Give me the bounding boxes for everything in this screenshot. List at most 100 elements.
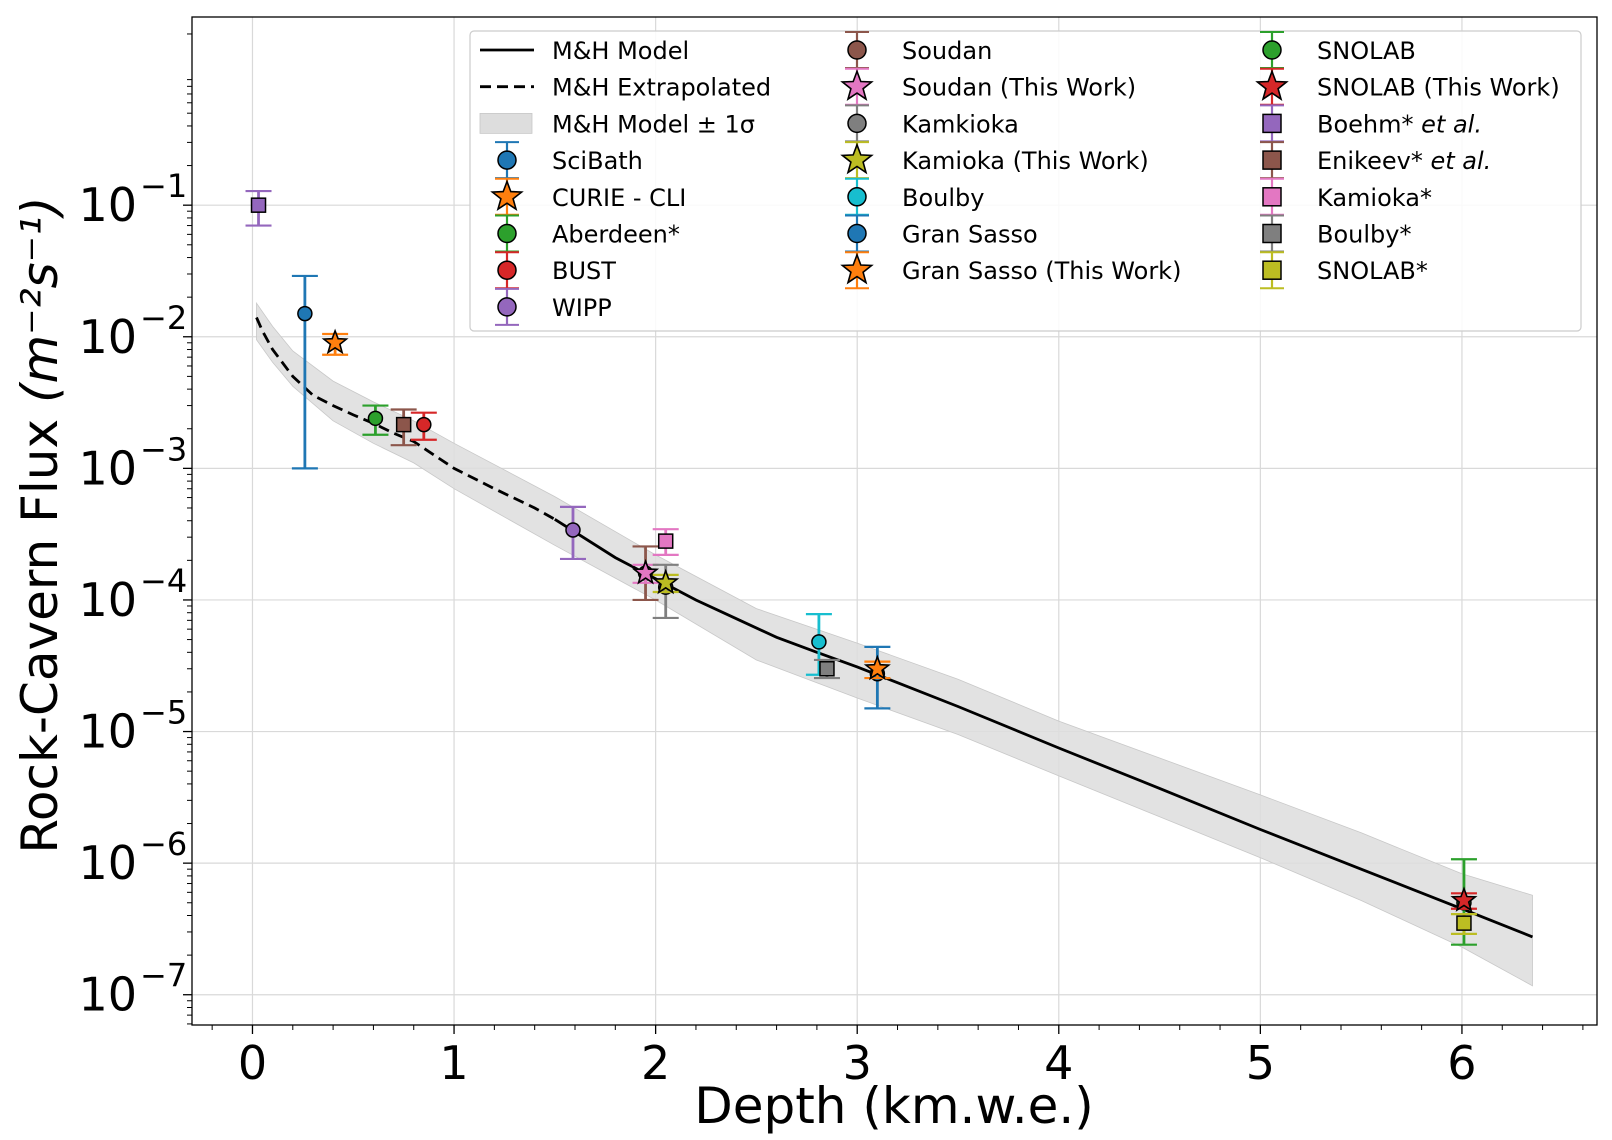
data-point-bust	[410, 411, 437, 441]
legend-entry: SNOLAB*	[1260, 251, 1428, 290]
legend-band-swatch	[479, 113, 533, 134]
legend-marker	[847, 113, 867, 134]
model-extrapolated-line	[255, 316, 556, 521]
y-tick-label: 10	[78, 968, 137, 1022]
point-marker	[811, 634, 827, 650]
x-axis-label: Depth (km.w.e.)	[694, 1077, 1094, 1135]
legend-entry: Gran Sasso	[845, 214, 1038, 253]
legend-label: M&H Model ± 1σ	[552, 110, 755, 138]
x-tick-label: 6	[1447, 1036, 1476, 1090]
legend-label: M&H Extrapolated	[552, 74, 771, 102]
legend-label: SNOLAB (This Work)	[1317, 74, 1560, 102]
legend-label-italic: et al.	[1421, 110, 1482, 138]
y-tick-label: 10	[78, 705, 137, 759]
legend-entry: Aberdeen*	[495, 214, 680, 253]
legend-entry: SNOLAB	[1260, 31, 1416, 69]
data-point-boulby	[813, 658, 840, 680]
legend-label: Soudan	[902, 37, 992, 65]
legend-marker	[847, 223, 867, 244]
legend-entry: BUST	[495, 251, 616, 290]
legend-entry: M&H Model	[480, 37, 689, 65]
data-point-gran-sasso-this-work	[863, 654, 891, 681]
legend-entry: Boehm* et al.	[1260, 104, 1482, 143]
legend-marker	[497, 297, 517, 317]
point-marker	[321, 328, 349, 355]
legend-marker	[840, 142, 874, 175]
legend-entry: Soudan	[845, 31, 992, 69]
legend-marker	[497, 150, 517, 170]
legend-label: SciBath	[552, 147, 643, 175]
legend-marker	[1262, 223, 1282, 244]
data-point-snolab	[1450, 912, 1477, 935]
data-point-curie-cli	[321, 328, 349, 356]
data-point-aberdeen	[362, 404, 389, 436]
legend-marker	[847, 187, 867, 207]
point-marker	[367, 410, 384, 427]
x-tick-label: 1	[439, 1036, 468, 1090]
legend-label: Kamioka*	[1317, 184, 1432, 212]
x-tick-label: 0	[238, 1036, 267, 1090]
legend-marker	[1262, 113, 1282, 134]
data-point-snolab-this-work	[1450, 886, 1478, 912]
x-tick-label: 5	[1246, 1036, 1275, 1090]
y-axis-label-units: (m⁻²s⁻¹)	[11, 196, 69, 403]
point-marker	[416, 416, 432, 433]
legend-entry: Gran Sasso (This Work)	[840, 251, 1181, 290]
legend-entry: SciBath	[495, 141, 643, 180]
legend-label: BUST	[552, 257, 616, 285]
point-marker	[657, 533, 674, 549]
legend-label: SNOLAB	[1317, 37, 1416, 65]
data-point-boulby	[805, 613, 832, 676]
legend-label: Boulby*	[1317, 221, 1411, 249]
legend-label: Kamkioka	[902, 110, 1019, 138]
x-axis-ticks: 0 1 2 3 4 5 6	[211, 1025, 1584, 1090]
point-marker	[297, 305, 313, 322]
legend-label-text: Enikeev*	[1317, 147, 1430, 175]
legend-marker	[840, 69, 874, 101]
x-tick-label: 3	[843, 1036, 872, 1090]
y-tick-label: 10	[78, 178, 137, 232]
y-tick-exponent: −7	[140, 957, 187, 995]
data-point-wipp	[559, 505, 586, 561]
legend-label: M&H Model	[552, 37, 689, 65]
y-tick-exponent: −1	[140, 167, 187, 205]
legend-label: CURIE - CLI	[552, 184, 686, 212]
legend-label: Gran Sasso (This Work)	[902, 257, 1181, 285]
data-points-layer	[245, 189, 1478, 946]
legend-label-text: Boehm*	[1317, 110, 1421, 138]
data-point-kamioka-this-work	[652, 568, 680, 595]
legend-marker	[490, 179, 524, 212]
point-marker	[395, 416, 412, 433]
legend-label: SNOLAB*	[1317, 257, 1428, 285]
data-point-boehm-et-al	[245, 189, 272, 227]
x-tick-label: 4	[1044, 1036, 1073, 1090]
y-tick-exponent: −6	[140, 825, 187, 863]
legend-label: Gran Sasso	[902, 221, 1038, 249]
legend-entry: Kamioka*	[1260, 177, 1432, 216]
point-marker	[1450, 886, 1478, 912]
legend-marker	[1262, 150, 1282, 170]
legend-label-italic: et al.	[1430, 147, 1491, 175]
point-marker	[1456, 915, 1472, 931]
y-tick-label: 10	[78, 573, 137, 627]
legend-label: WIPP	[552, 294, 612, 322]
y-tick-exponent: −2	[140, 299, 187, 337]
point-marker	[631, 558, 660, 585]
y-tick-exponent: −5	[140, 694, 187, 732]
legend-label: Kamioka (This Work)	[902, 147, 1149, 175]
legend-entry: Boulby	[845, 177, 984, 216]
point-marker	[652, 568, 680, 595]
legend-marker	[1262, 260, 1282, 280]
legend: M&H Model M&H Extrapolated M&H Model ± 1σ S…	[469, 30, 1582, 332]
legend-label: Aberdeen*	[552, 221, 680, 249]
point-marker	[565, 522, 581, 538]
legend-label: Enikeev* et al.	[1317, 147, 1491, 175]
legend-entry: Kamioka (This Work)	[840, 141, 1149, 180]
legend-marker	[840, 252, 874, 285]
legend-marker	[1262, 187, 1282, 207]
legend-marker	[1255, 69, 1289, 101]
legend-entry: M&H Model ± 1σ	[479, 110, 755, 138]
x-tick-label: 2	[641, 1036, 670, 1090]
